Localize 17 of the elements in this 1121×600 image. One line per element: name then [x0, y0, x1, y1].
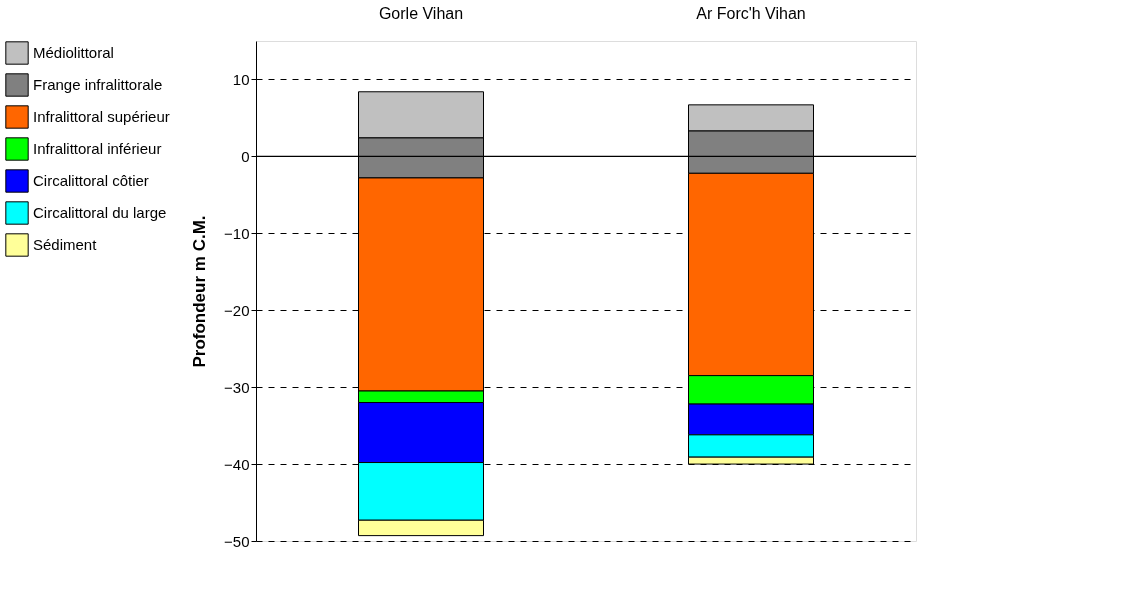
x-tick-label: Gorle Vihan: [378, 4, 464, 22]
y-tick-label: −20: [224, 301, 250, 319]
y-tick-label: −50: [224, 532, 250, 550]
legend-label: Sédiment: [33, 236, 98, 253]
y-axis-title: Profondeur m C.M.: [190, 215, 210, 368]
y-tick-label: 0: [241, 147, 250, 165]
legend-label: Circalittoral du large: [33, 204, 167, 221]
legend-label: Infralittoral supérieur: [33, 108, 170, 125]
y-tick-label: 10: [232, 70, 250, 88]
x-tick-label: Ar Forc'h Vihan: [696, 4, 806, 22]
y-tick-label: −40: [224, 455, 250, 473]
legend-label: Frange infralittorale: [33, 76, 163, 93]
legend-label: Circalittoral côtier: [33, 172, 149, 189]
legend-label: Médiolittoral: [33, 44, 114, 61]
y-tick-label: −10: [224, 224, 250, 242]
y-tick-label: −30: [224, 378, 250, 396]
legend-label: Infralittoral inférieur: [33, 140, 162, 157]
